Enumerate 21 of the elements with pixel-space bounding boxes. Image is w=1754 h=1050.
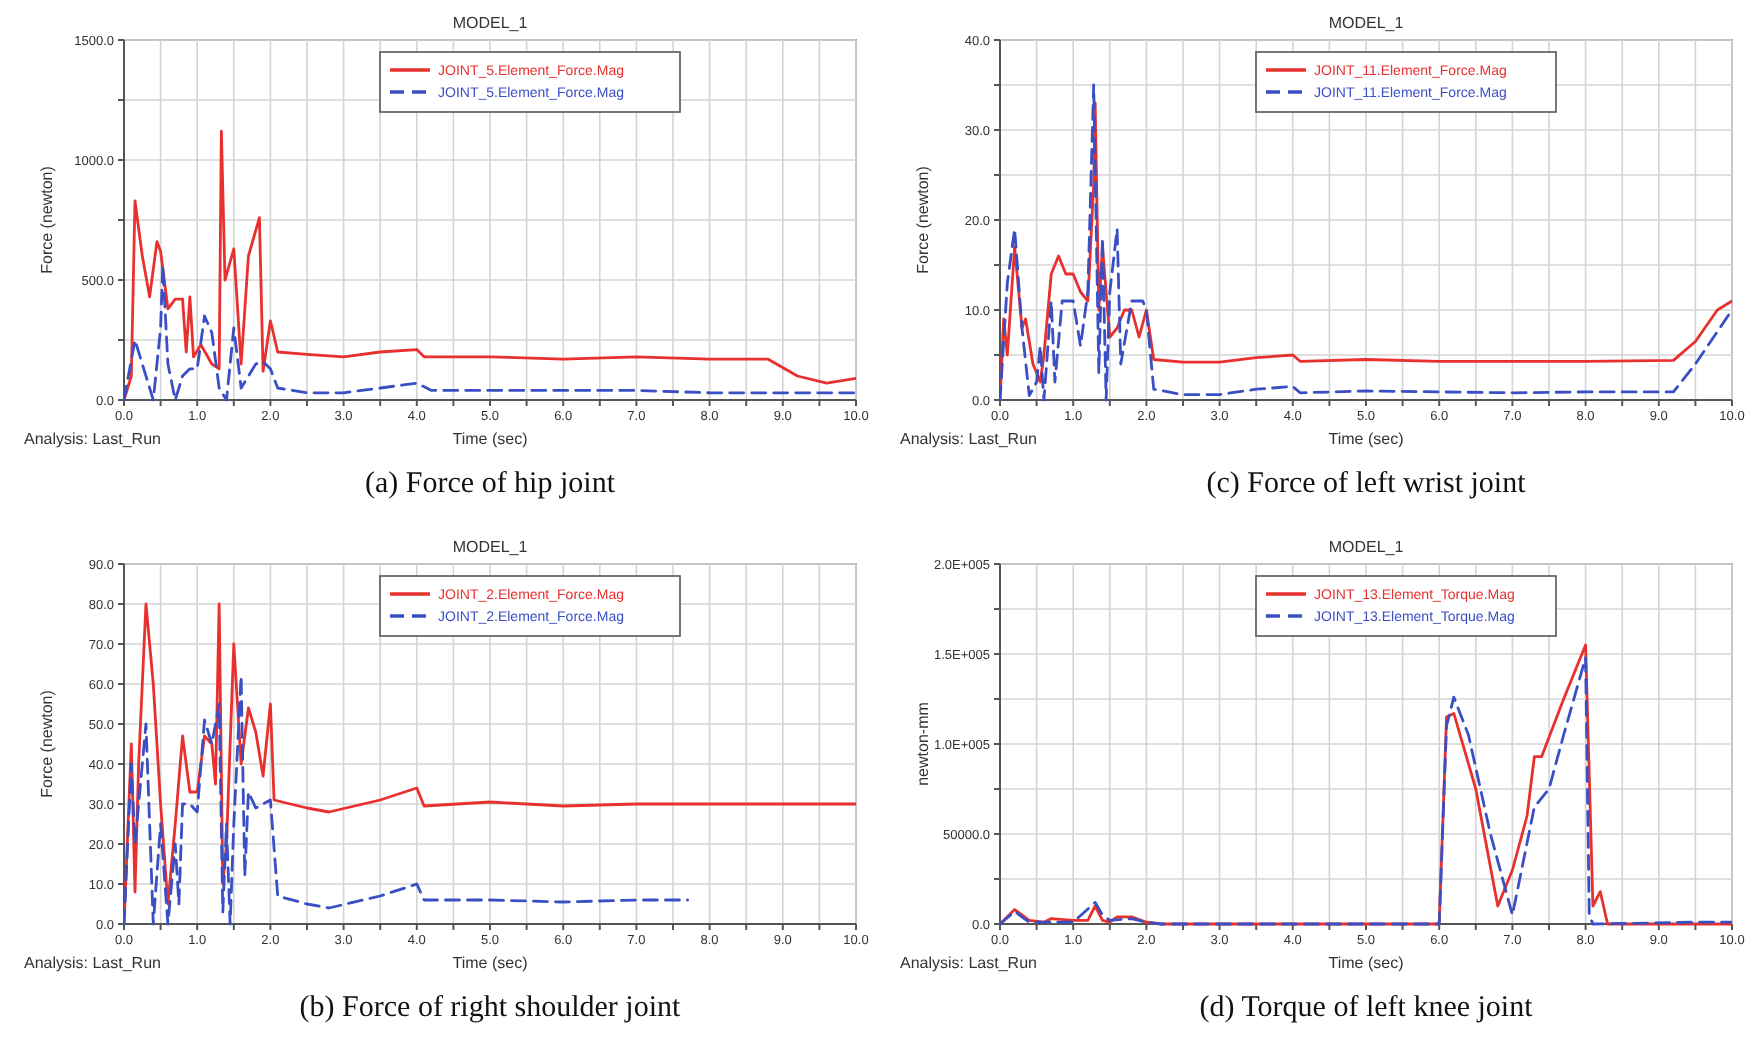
text: Analysis: Last_Run bbox=[24, 954, 161, 972]
chart-title: MODEL_1 bbox=[1328, 14, 1405, 32]
text: Analysis: Last_Run bbox=[900, 954, 1037, 972]
chart-title: MODEL_1 bbox=[452, 14, 529, 32]
x-axis-title: Time (sec) bbox=[452, 954, 529, 972]
x-axis-title: Time (sec) bbox=[452, 430, 529, 448]
text: Analysis: Last_Run bbox=[900, 430, 1037, 448]
y-axis-title: newton-mm bbox=[914, 701, 932, 786]
text: (b) Force of right shoulder joint bbox=[299, 992, 683, 1024]
y-axis-title: Force (newton) bbox=[914, 165, 932, 274]
text: (c) Force of left wrist joint bbox=[1206, 468, 1528, 500]
x-axis-title: Time (sec) bbox=[1328, 954, 1405, 972]
text: (a) Force of hip joint bbox=[365, 468, 617, 500]
text: (d) Torque of left knee joint bbox=[1199, 992, 1535, 1024]
chart-title: MODEL_1 bbox=[1328, 538, 1405, 556]
y-axis-title: Force (newton) bbox=[38, 689, 56, 798]
chart-title: MODEL_1 bbox=[452, 538, 529, 556]
text: Analysis: Last_Run bbox=[24, 430, 161, 448]
y-axis-title: Force (newton) bbox=[38, 165, 56, 274]
x-axis-title: Time (sec) bbox=[1328, 430, 1405, 448]
line-series bbox=[124, 674, 690, 926]
